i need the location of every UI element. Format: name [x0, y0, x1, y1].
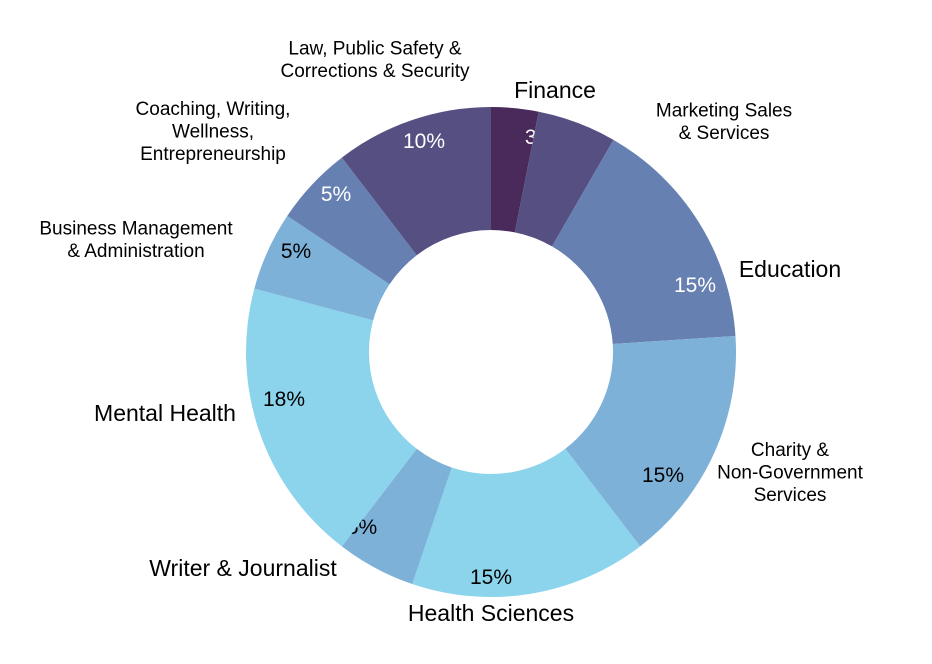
- slice-0: [491, 107, 539, 233]
- slice-category-label: Coaching, Writing, Wellness, Entrepreneurs…: [136, 99, 291, 165]
- slice-category-label: Education: [739, 256, 841, 282]
- slice-5: [341, 448, 452, 584]
- slice-category-label: Business Management & Administration: [39, 218, 233, 261]
- slice-value-label: 5%: [281, 240, 311, 263]
- slice-1: [514, 111, 614, 247]
- slice-9: [341, 107, 491, 256]
- slice-value-label: 15%: [470, 566, 512, 589]
- slice-category-label: Mental Health: [94, 400, 236, 426]
- slice-7: [254, 215, 390, 321]
- slice-6: [246, 288, 417, 547]
- slice-category-label: Finance: [514, 77, 596, 103]
- slice-3: [565, 335, 737, 547]
- slice-value-label: 5%: [321, 183, 351, 206]
- slice-4: [412, 448, 641, 597]
- slice-category-label: Marketing Sales & Services: [656, 100, 792, 143]
- slice-value-label: 18%: [263, 388, 305, 411]
- slice-category-label: Law, Public Safety & Corrections & Securi…: [280, 38, 470, 81]
- slice-8: [287, 157, 417, 285]
- slice-category-label: Charity & Non-Government Services: [717, 440, 863, 506]
- slice-category-label: Health Sciences: [408, 600, 574, 626]
- slice-2: [552, 139, 736, 345]
- slice-value-label: 10%: [403, 130, 445, 153]
- slice-value-label: 15%: [674, 274, 716, 297]
- slice-value-label: 15%: [642, 464, 684, 487]
- slice-category-label: Writer & Journalist: [149, 555, 337, 581]
